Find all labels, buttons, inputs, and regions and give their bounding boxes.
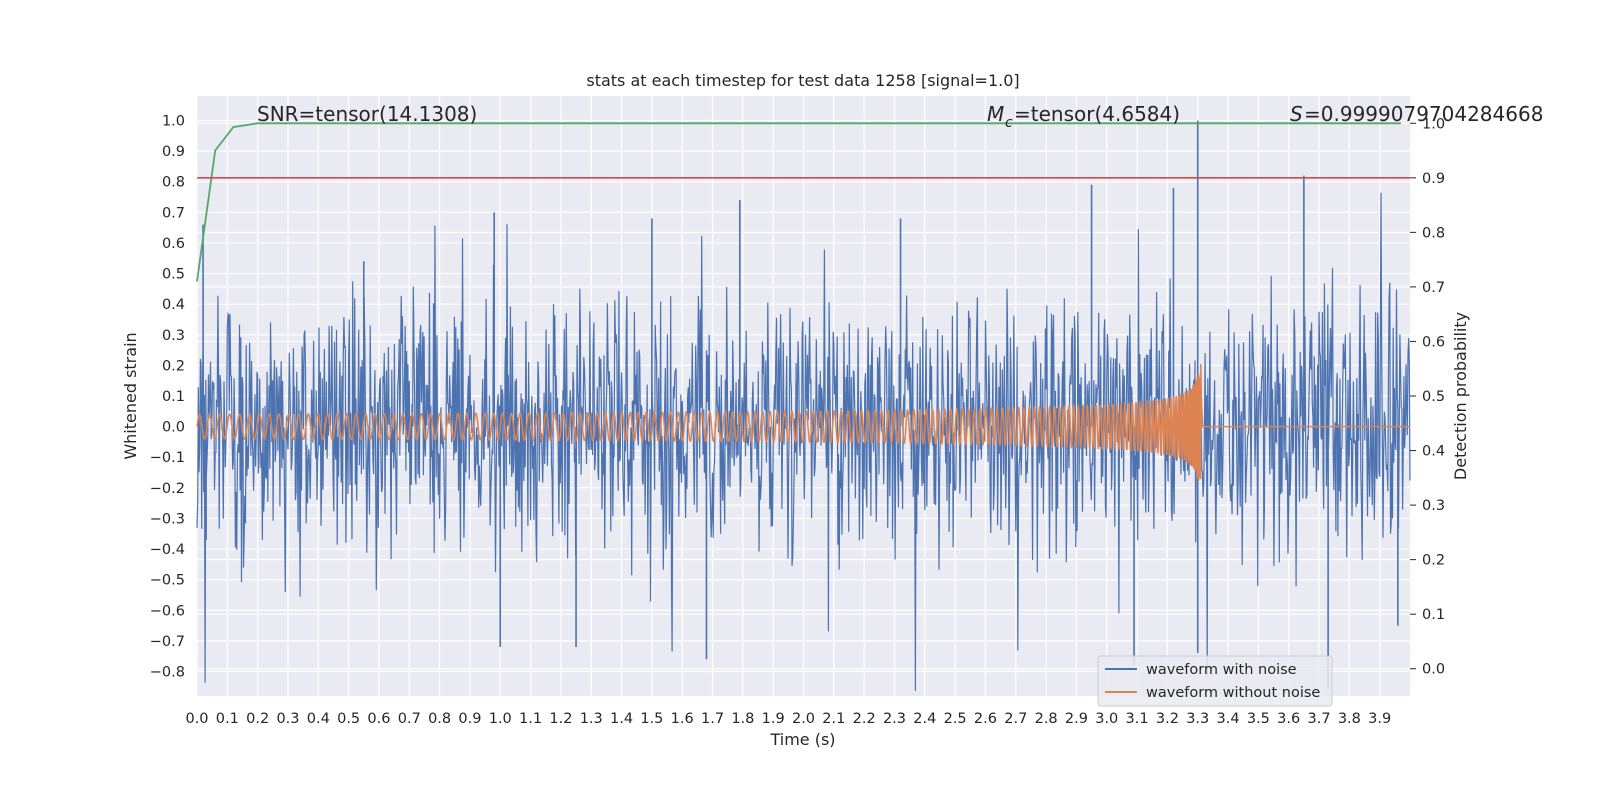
y2-tick-label: 0.7 [1422,280,1445,296]
x-tick-label: 0.7 [398,711,421,727]
y2-tick-label: 0.4 [1422,444,1445,460]
x-tick-label: 0.3 [276,711,299,727]
x-axis-label: Time (s) [769,730,835,749]
y-tick-label: 0.5 [162,267,185,283]
x-tick-label: 1.3 [580,711,603,727]
probability-line [196,122,1401,282]
y2-tick-label: 0.0 [1422,662,1445,678]
y-tick-label: 0.0 [162,420,185,436]
y2-tick-label: 0.1 [1422,607,1445,623]
x-tick-label: 1.2 [549,711,572,727]
y2-tick-label: 0.6 [1422,334,1445,350]
score-symbol: S [1290,102,1303,126]
x-tick-label: 2.7 [1004,711,1027,727]
x-tick-labels: 0.0 0.1 0.2 0.3 0.4 0.5 0.6 0.7 0.8 0.9 1.0 1.1 1.2 1… [185,711,1391,727]
legend-box [1097,655,1333,707]
x-tick-label: 1.0 [489,711,512,727]
chirp-mass-annotation: M c =tensor(4.6584) [987,102,1180,131]
x-tick-label: 0.0 [185,711,208,727]
chirp-mass-symbol: M [987,102,1004,126]
x-tick-label: 0.9 [458,711,481,727]
y-tick-label: 0.1 [162,389,185,405]
x-tick-label: 0.1 [216,711,239,727]
y-tick-label: 0.6 [162,236,185,252]
y-tick-label: −0.1 [150,450,185,466]
x-tick-label: 3.4 [1217,711,1240,727]
x-tick-label: 2.3 [883,711,906,727]
y-tick-label: 1.0 [162,113,185,129]
x-tick-label: 0.4 [307,711,330,727]
x-tick-label: 1.1 [519,711,542,727]
x-tick-label: 0.2 [246,711,269,727]
x-tick-label: 0.6 [367,711,390,727]
legend-label-noise: waveform with noise [1146,662,1297,678]
y2-axis-label: Detection probability [1451,312,1470,480]
chirp-mass-value: =tensor(4.6584) [1014,102,1180,126]
x-tick-label: 3.9 [1368,711,1391,727]
legend-label-clean: waveform without noise [1146,685,1320,701]
y2-tick-labels: 1.0 0.9 0.8 0.7 0.6 0.5 0.4 0.3 0.2 0.1 0.0 [1410,116,1445,678]
y-tick-label: −0.6 [150,603,185,619]
y-tick-label: 0.4 [162,297,185,313]
snr-annotation: SNR=tensor(14.1308) [257,102,477,126]
y-tick-label: −0.5 [150,573,185,589]
x-tick-label: 2.2 [853,711,876,727]
chirp-mass-subscript: c [1005,115,1013,131]
y-tick-label: −0.3 [150,511,185,527]
x-tick-label: 2.1 [822,711,845,727]
series-waveform-without-noise [196,363,1410,481]
x-tick-label: 1.5 [640,711,663,727]
y-tick-label: −0.4 [150,542,185,558]
y2-tick-label: 0.9 [1422,171,1445,187]
x-tick-label: 1.7 [701,711,724,727]
x-tick-label: 3.6 [1277,711,1300,727]
series-detection-probability [196,122,1410,282]
x-tick-label: 1.4 [610,711,633,727]
x-tick-label: 1.8 [731,711,754,727]
chirp-trace [196,363,1410,481]
y-tick-label: 0.3 [162,328,185,344]
x-tick-label: 3.7 [1307,711,1330,727]
legend: waveform with noise waveform without noi… [1097,655,1333,707]
y-tick-label: −0.7 [150,634,185,650]
y2-tick-label: 1.0 [1422,116,1445,132]
y-tick-label: 0.2 [162,358,185,374]
y-axis-label: Whitened strain [121,332,140,459]
chart-title: stats at each timestep for test data 125… [586,71,1019,90]
x-tick-label: 3.5 [1247,711,1270,727]
x-tick-label: 2.8 [1035,711,1058,727]
y-tick-label: 0.8 [162,175,185,191]
x-tick-label: 2.4 [913,711,936,727]
y-tick-label: 0.7 [162,205,185,221]
x-tick-label: 3.8 [1338,711,1361,727]
y2-tick-label: 0.2 [1422,553,1445,569]
x-tick-label: 3.3 [1186,711,1209,727]
y2-tick-label: 0.3 [1422,498,1445,514]
x-tick-label: 1.9 [762,711,785,727]
x-tick-label: 3.2 [1156,711,1179,727]
x-tick-label: 0.5 [337,711,360,727]
y2-tick-label: 0.8 [1422,225,1445,241]
x-tick-label: 0.8 [428,711,451,727]
x-tick-label: 2.9 [1065,711,1088,727]
x-tick-label: 1.6 [671,711,694,727]
x-tick-label: 3.0 [1095,711,1118,727]
y-tick-label: −0.8 [150,665,185,681]
x-tick-label: 2.5 [944,711,967,727]
score-annotation: S =0.999907970428​4668 [1290,102,1543,126]
x-tick-label: 3.1 [1126,711,1149,727]
y2-tick-label: 0.5 [1422,389,1445,405]
y-tick-label: 0.9 [162,144,185,160]
y-tick-label: −0.2 [150,481,185,497]
x-tick-label: 2.0 [792,711,815,727]
x-tick-label: 2.6 [974,711,997,727]
y-tick-labels: 1.0 0.9 0.8 0.7 0.6 0.5 0.4 0.3 0.2 0.1 0.0 −0.1 −0.… [150,113,185,680]
score-value: =0.999907970428​4668 [1304,102,1543,126]
